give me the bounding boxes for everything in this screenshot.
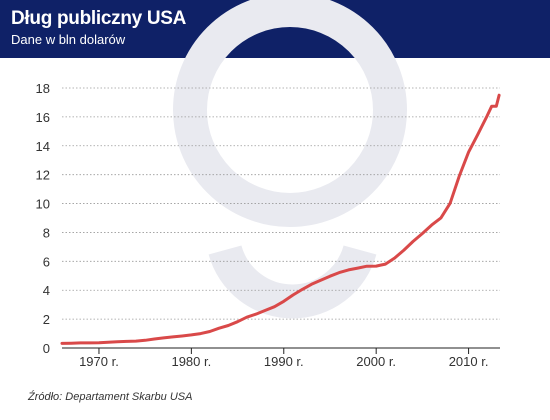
y-tick-label: 0	[43, 341, 50, 356]
x-tick-label: 1990 r.	[264, 354, 304, 369]
x-axis-ticks: 1970 r. 1980 r. 1990 r. 2000 r. 2010 r.	[79, 348, 488, 369]
y-tick-label: 16	[36, 110, 50, 125]
chart-title: Dług publiczny USA	[11, 8, 187, 29]
y-tick-label: 6	[43, 254, 50, 269]
y-tick-label: 14	[36, 139, 50, 154]
x-tick-label: 2000 r.	[356, 354, 396, 369]
source-note: Źródło: Departament Skarbu USA	[28, 391, 193, 403]
y-tick-label: 10	[36, 197, 50, 212]
x-tick-label: 1970 r.	[79, 354, 119, 369]
y-tick-label: 12	[36, 168, 50, 183]
y-tick-label: 8	[43, 225, 50, 240]
x-tick-label: 1980 r.	[171, 354, 211, 369]
series-line-public-debt	[60, 93, 501, 345]
grid-lines	[62, 87, 500, 320]
y-tick-label: 2	[43, 312, 50, 327]
y-axis-ticks: 0 2 4 6 8 10 12 14 16 18	[36, 81, 50, 356]
y-tick-label: 18	[36, 81, 50, 96]
y-tick-label: 4	[43, 283, 50, 298]
x-tick-label: 2010 r.	[449, 354, 489, 369]
watermark-logo-body	[173, 0, 407, 319]
chart-subtitle: Dane w bln dolarów	[11, 32, 126, 47]
